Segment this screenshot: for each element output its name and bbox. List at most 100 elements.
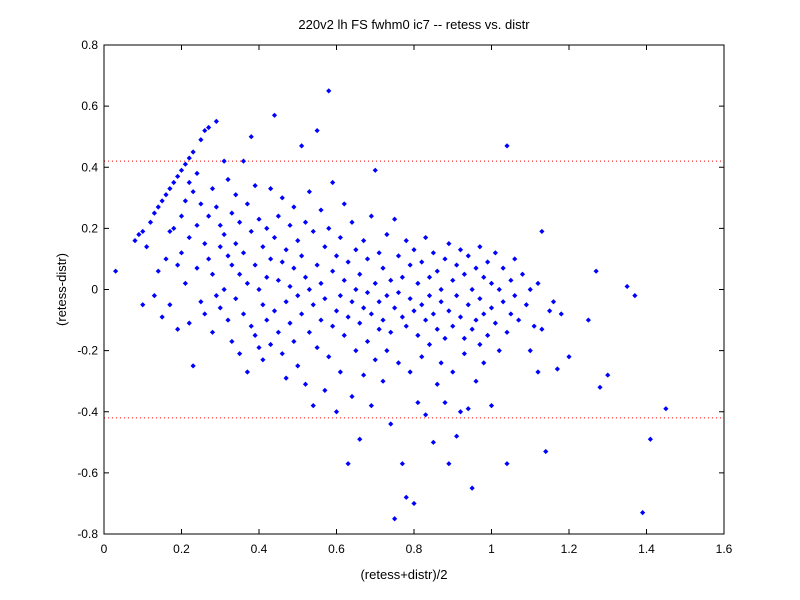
data-point	[268, 256, 274, 262]
data-point	[299, 311, 305, 317]
data-point	[423, 234, 429, 241]
data-point	[461, 351, 467, 357]
x-tick-label: 0.4	[251, 542, 268, 556]
data-point	[279, 195, 285, 201]
x-tick-label: 0	[101, 542, 108, 556]
data-point	[198, 299, 204, 305]
data-point	[423, 317, 429, 323]
data-point	[233, 241, 239, 247]
data-point	[535, 369, 541, 375]
data-point	[252, 262, 258, 268]
data-point	[364, 289, 371, 296]
data-point	[341, 201, 347, 207]
data-point	[442, 335, 448, 341]
data-point	[151, 293, 157, 299]
data-point	[399, 314, 405, 320]
data-point	[345, 461, 351, 467]
x-tick-label: 0.2	[173, 542, 190, 556]
data-point	[217, 305, 223, 311]
data-point	[477, 244, 483, 250]
data-point	[244, 369, 250, 375]
y-tick-label: 0	[91, 283, 98, 297]
data-point	[194, 170, 200, 176]
data-point	[341, 277, 347, 283]
data-point	[213, 293, 219, 299]
data-point	[384, 293, 390, 299]
data-point	[221, 286, 227, 293]
data-point	[442, 256, 448, 262]
data-point	[202, 311, 208, 317]
data-point	[454, 433, 460, 439]
data-point	[527, 286, 533, 293]
data-point	[531, 323, 537, 329]
data-point	[388, 329, 394, 335]
data-point	[287, 320, 293, 326]
data-point	[438, 360, 444, 366]
data-point	[372, 280, 378, 286]
data-point	[485, 259, 491, 265]
data-point	[182, 280, 188, 286]
data-point	[450, 277, 456, 283]
data-point	[171, 225, 177, 231]
data-point	[640, 510, 646, 516]
data-point	[225, 253, 231, 259]
data-point	[337, 369, 343, 375]
data-point	[446, 308, 452, 314]
data-point	[597, 384, 603, 390]
data-point	[411, 308, 417, 314]
data-point	[275, 277, 281, 283]
data-point	[349, 219, 355, 225]
data-point	[395, 289, 402, 296]
data-point	[194, 265, 200, 271]
data-point	[426, 274, 433, 280]
data-point	[275, 213, 281, 219]
y-tick-label: 0.8	[81, 38, 98, 52]
data-point	[504, 143, 510, 149]
data-point	[550, 299, 557, 305]
data-point	[190, 189, 196, 195]
data-point	[364, 338, 371, 345]
data-point	[430, 250, 436, 256]
data-point	[306, 189, 312, 195]
data-point	[438, 299, 444, 305]
x-tick-label: 1.4	[638, 542, 655, 556]
data-point	[454, 262, 460, 268]
data-point	[384, 348, 390, 354]
data-point	[496, 286, 502, 293]
data-point	[485, 332, 491, 338]
data-point	[481, 360, 487, 366]
data-point	[248, 323, 254, 329]
data-point	[442, 399, 448, 406]
data-point	[326, 225, 332, 231]
data-point	[209, 271, 216, 277]
data-point	[260, 357, 266, 363]
data-point	[302, 219, 309, 225]
data-point	[299, 143, 305, 149]
data-point	[465, 302, 471, 308]
data-point	[248, 228, 254, 235]
data-point	[380, 265, 386, 271]
data-point	[155, 204, 161, 210]
data-point	[322, 244, 328, 250]
data-point	[519, 271, 526, 277]
data-point	[419, 354, 425, 360]
data-point	[419, 259, 425, 265]
data-point	[337, 293, 343, 299]
x-tick-label: 0.8	[406, 542, 423, 556]
data-point	[547, 308, 553, 314]
data-point	[233, 296, 239, 302]
data-point	[566, 354, 572, 360]
data-point	[469, 286, 475, 293]
data-point	[244, 280, 250, 286]
data-point	[349, 393, 355, 400]
data-point	[384, 231, 390, 238]
data-point	[333, 253, 340, 259]
data-point	[167, 186, 173, 192]
data-point	[492, 250, 498, 256]
data-point	[465, 253, 471, 259]
data-point	[388, 277, 394, 283]
data-point	[508, 277, 514, 283]
data-point	[407, 296, 413, 302]
data-point	[504, 461, 510, 467]
data-point	[368, 311, 374, 317]
